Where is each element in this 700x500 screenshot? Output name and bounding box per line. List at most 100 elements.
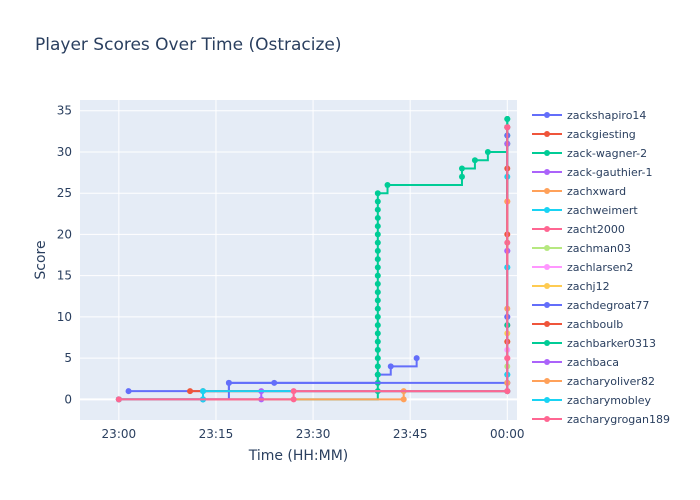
- legend-item[interactable]: zachlarsen2: [532, 261, 633, 274]
- y-tick-label: 30: [57, 145, 72, 159]
- legend-item[interactable]: zacht2000: [532, 223, 625, 236]
- legend-label: zack-gauthier-1: [567, 166, 653, 179]
- legend-point-marker: [544, 245, 550, 251]
- data-point[interactable]: [458, 173, 465, 180]
- legend-item[interactable]: zachxward: [532, 185, 626, 198]
- legend-point-marker: [544, 112, 550, 118]
- y-tick-label: 20: [57, 227, 72, 241]
- data-point[interactable]: [225, 379, 232, 386]
- legend-point-marker: [544, 416, 550, 422]
- data-point[interactable]: [458, 165, 465, 172]
- legend-label: zachdegroat77: [567, 299, 649, 312]
- data-point[interactable]: [125, 388, 132, 395]
- x-tick-label: 23:15: [199, 427, 234, 441]
- legend-label: zachbarker0313: [567, 337, 656, 350]
- legend-point-marker: [544, 226, 550, 232]
- data-point[interactable]: [374, 214, 381, 221]
- data-point[interactable]: [374, 322, 381, 329]
- legend-label: zacharygrogan189: [567, 413, 670, 426]
- data-point[interactable]: [374, 264, 381, 271]
- data-point[interactable]: [374, 371, 381, 378]
- data-point[interactable]: [374, 231, 381, 238]
- legend-item[interactable]: zack-wagner-2: [532, 147, 647, 160]
- x-tick-label: 23:30: [296, 427, 331, 441]
- legend-item[interactable]: zackshapiro14: [532, 109, 646, 122]
- legend-label: zacharyoliver82: [567, 375, 655, 388]
- legend-item[interactable]: zackgiesting: [532, 128, 636, 141]
- data-point[interactable]: [374, 247, 381, 254]
- data-point[interactable]: [374, 239, 381, 246]
- data-point[interactable]: [384, 181, 391, 188]
- x-tick-label: 23:00: [102, 427, 137, 441]
- plot-area: [80, 100, 517, 420]
- data-point[interactable]: [374, 346, 381, 353]
- data-point[interactable]: [200, 388, 207, 395]
- legend-point-marker: [544, 302, 550, 308]
- y-tick-label: 5: [64, 351, 72, 365]
- data-point[interactable]: [374, 190, 381, 197]
- legend-label: zackshapiro14: [567, 109, 646, 122]
- data-point[interactable]: [504, 355, 511, 362]
- legend-item[interactable]: zachbaca: [532, 356, 619, 369]
- legend-item[interactable]: zacharymobley: [532, 394, 652, 407]
- legend-point-marker: [544, 131, 550, 137]
- data-point[interactable]: [374, 289, 381, 296]
- data-point[interactable]: [504, 388, 511, 395]
- legend-point-marker: [544, 340, 550, 346]
- data-point[interactable]: [400, 396, 407, 403]
- legend[interactable]: zackshapiro14 zackgiesting zack-wagner-2 za…: [532, 109, 670, 426]
- data-point[interactable]: [374, 256, 381, 263]
- data-point[interactable]: [504, 115, 511, 122]
- legend-label: zachbaca: [567, 356, 619, 369]
- data-point[interactable]: [187, 388, 194, 395]
- legend-item[interactable]: zachboulb: [532, 318, 623, 331]
- legend-label: zachweimert: [567, 204, 638, 217]
- y-tick-label: 15: [57, 269, 72, 283]
- legend-item[interactable]: zacharyoliver82: [532, 375, 655, 388]
- legend-item[interactable]: zack-gauthier-1: [532, 166, 653, 179]
- y-tick-label: 35: [57, 104, 72, 118]
- legend-item[interactable]: zachbarker0313: [532, 337, 656, 350]
- x-tick-label: 23:45: [393, 427, 428, 441]
- data-point[interactable]: [374, 355, 381, 362]
- legend-label: zachxward: [567, 185, 626, 198]
- data-point[interactable]: [387, 363, 394, 370]
- data-point[interactable]: [413, 355, 420, 362]
- legend-label: zachj12: [567, 280, 610, 293]
- legend-label: zachman03: [567, 242, 631, 255]
- legend-point-marker: [544, 283, 550, 289]
- legend-label: zacht2000: [567, 223, 625, 236]
- y-tick-label: 25: [57, 186, 72, 200]
- legend-point-marker: [544, 397, 550, 403]
- legend-label: zackgiesting: [567, 128, 636, 141]
- legend-label: zachlarsen2: [567, 261, 633, 274]
- legend-item[interactable]: zachweimert: [532, 204, 638, 217]
- legend-point-marker: [544, 359, 550, 365]
- data-point[interactable]: [374, 305, 381, 312]
- data-point[interactable]: [374, 330, 381, 337]
- data-point[interactable]: [290, 388, 297, 395]
- data-point[interactable]: [374, 206, 381, 213]
- data-point[interactable]: [374, 272, 381, 279]
- y-tick-label: 0: [64, 392, 72, 406]
- data-point[interactable]: [374, 338, 381, 345]
- legend-item[interactable]: zacharygrogan189: [532, 413, 670, 426]
- legend-point-marker: [544, 150, 550, 156]
- data-point[interactable]: [374, 297, 381, 304]
- data-point[interactable]: [374, 313, 381, 320]
- series-zacharygrogan189[interactable]: [115, 124, 511, 403]
- y-tick-label: 10: [57, 310, 72, 324]
- data-point[interactable]: [471, 157, 478, 164]
- data-point[interactable]: [374, 198, 381, 205]
- data-point[interactable]: [484, 148, 491, 155]
- x-tick-label: 00:00: [490, 427, 525, 441]
- data-point[interactable]: [115, 396, 122, 403]
- data-point[interactable]: [374, 363, 381, 370]
- legend-item[interactable]: zachman03: [532, 242, 631, 255]
- data-point[interactable]: [374, 280, 381, 287]
- legend-item[interactable]: zachdegroat77: [532, 299, 649, 312]
- data-point[interactable]: [290, 396, 297, 403]
- legend-item[interactable]: zachj12: [532, 280, 610, 293]
- data-point[interactable]: [374, 223, 381, 230]
- data-point[interactable]: [504, 124, 511, 131]
